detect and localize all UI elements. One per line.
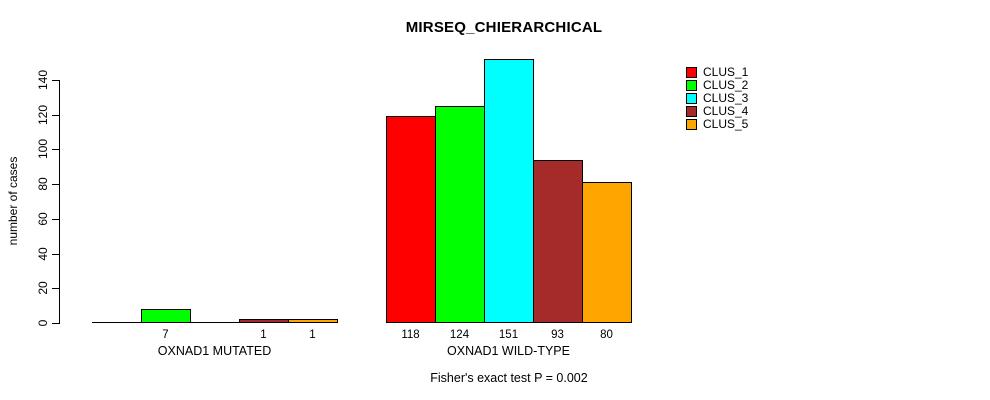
y-axis-line bbox=[59, 80, 60, 324]
legend-swatch-icon bbox=[686, 67, 697, 78]
legend-item: CLUS_5 bbox=[686, 118, 748, 131]
bar-CLUS_1 bbox=[92, 322, 141, 323]
legend-item: CLUS_2 bbox=[686, 79, 748, 92]
bar-value-label: 7 bbox=[162, 329, 169, 341]
legend-label: CLUS_5 bbox=[703, 117, 749, 131]
legend-item: CLUS_3 bbox=[686, 92, 748, 105]
bar-CLUS_1 bbox=[386, 116, 436, 323]
y-axis-label: number of cases bbox=[6, 156, 20, 246]
y-tick-label: 120 bbox=[36, 104, 50, 126]
bar-CLUS_3 bbox=[190, 322, 239, 323]
bar-CLUS_4 bbox=[533, 160, 583, 323]
y-tick bbox=[52, 184, 60, 185]
y-tick-label: 100 bbox=[36, 138, 50, 160]
legend: CLUS_1 CLUS_2 CLUS_3 CLUS_4 CLUS_5 bbox=[686, 66, 748, 131]
chart-title: MIRSEQ_CHIERARCHICAL bbox=[405, 19, 603, 36]
bar-CLUS_3 bbox=[484, 59, 534, 323]
y-tick bbox=[52, 288, 60, 289]
y-tick bbox=[52, 219, 60, 220]
bar-CLUS_5 bbox=[582, 182, 632, 323]
y-tick-label: 0 bbox=[36, 319, 50, 327]
y-tick-label: 40 bbox=[36, 247, 50, 261]
legend-swatch-icon bbox=[686, 119, 697, 130]
y-tick-label: 60 bbox=[36, 212, 50, 226]
y-tick bbox=[52, 80, 60, 81]
y-tick bbox=[52, 115, 60, 116]
bar-CLUS_2 bbox=[435, 106, 485, 323]
bar-value-label: 151 bbox=[498, 329, 519, 341]
bar-CLUS_4 bbox=[239, 319, 289, 323]
legend-label: CLUS_3 bbox=[703, 91, 749, 105]
y-tick bbox=[52, 149, 60, 150]
legend-label: CLUS_2 bbox=[703, 78, 749, 92]
legend-swatch-icon bbox=[686, 93, 697, 104]
y-tick-label: 140 bbox=[36, 69, 50, 91]
y-tick-label: 80 bbox=[36, 177, 50, 191]
y-tick bbox=[52, 254, 60, 255]
bar-CLUS_2 bbox=[141, 309, 191, 323]
group-label-wildtype: OXNAD1 WILD-TYPE bbox=[447, 344, 570, 358]
bar-value-label: 124 bbox=[449, 329, 470, 341]
bar-value-label: 93 bbox=[551, 329, 564, 341]
bar-value-label: 1 bbox=[309, 329, 316, 341]
group-label-mutated: OXNAD1 MUTATED bbox=[157, 344, 272, 358]
legend-item: CLUS_1 bbox=[686, 66, 748, 79]
y-tick-label: 20 bbox=[36, 281, 50, 295]
bar-value-label: 80 bbox=[600, 329, 613, 341]
bar-value-label: 118 bbox=[401, 329, 420, 341]
legend-swatch-icon bbox=[686, 106, 697, 117]
footer-note: Fisher's exact test P = 0.002 bbox=[430, 371, 588, 385]
legend-label: CLUS_4 bbox=[703, 104, 749, 118]
legend-label: CLUS_1 bbox=[703, 65, 749, 79]
legend-item: CLUS_4 bbox=[686, 105, 748, 118]
bar-CLUS_5 bbox=[288, 319, 338, 323]
y-tick bbox=[52, 323, 60, 324]
bar-value-label: 1 bbox=[260, 329, 267, 341]
legend-swatch-icon bbox=[686, 80, 697, 91]
